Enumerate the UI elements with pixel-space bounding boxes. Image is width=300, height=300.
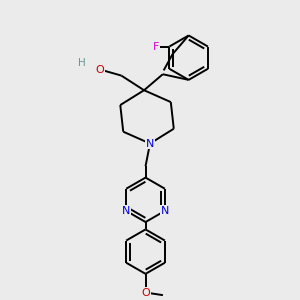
Text: N: N [161,206,169,216]
Text: H: H [78,58,86,68]
Text: O: O [141,287,150,298]
Text: F: F [153,42,159,52]
Text: N: N [146,139,154,148]
Text: N: N [122,206,130,216]
Text: O: O [96,65,105,75]
